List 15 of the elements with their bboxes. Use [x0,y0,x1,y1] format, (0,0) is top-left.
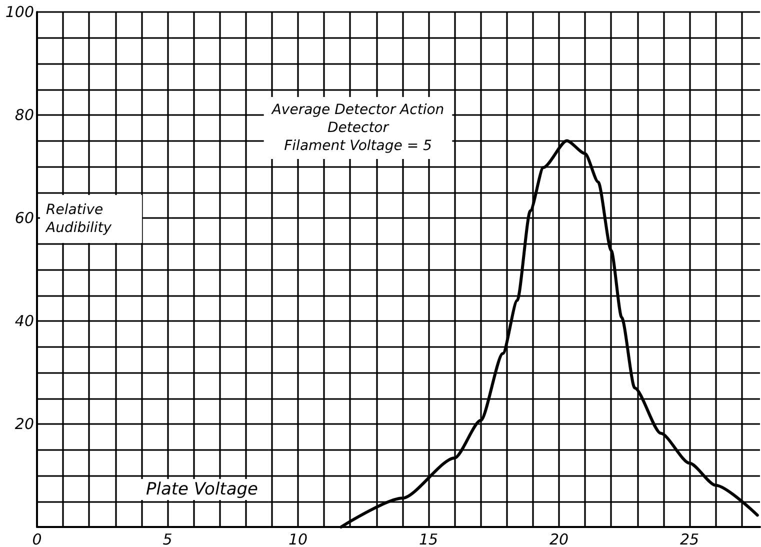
x-tick-label: 0 [32,530,42,547]
text: Detector Filament Voltage = 5 [284,120,432,154]
x-tick-label: 5 [162,530,172,547]
x-tick-label: 15 [418,530,438,547]
y-tick-label: 40 [14,312,34,330]
x-tick-label: 20 [549,530,569,547]
y-tick-label: 100 [5,3,34,21]
x-axis-title: Plate Voltage [146,480,258,500]
x-tick-label: 25 [680,530,700,547]
x-tick-label: 10 [288,530,308,547]
y-axis-title: Relative Audibility [45,202,112,236]
text: Average Detector Action [270,102,444,118]
y-tick-label: 60 [14,209,34,227]
y-tick-label: 80 [14,106,34,124]
y-tick-label: 20 [14,415,34,433]
